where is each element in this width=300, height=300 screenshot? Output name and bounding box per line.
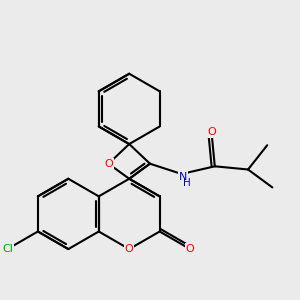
Text: O: O <box>104 159 113 169</box>
Text: O: O <box>207 127 216 137</box>
Text: Cl: Cl <box>2 244 13 254</box>
Text: O: O <box>186 244 194 254</box>
Text: O: O <box>125 244 134 254</box>
Text: N: N <box>178 172 187 182</box>
Text: H: H <box>183 178 190 188</box>
